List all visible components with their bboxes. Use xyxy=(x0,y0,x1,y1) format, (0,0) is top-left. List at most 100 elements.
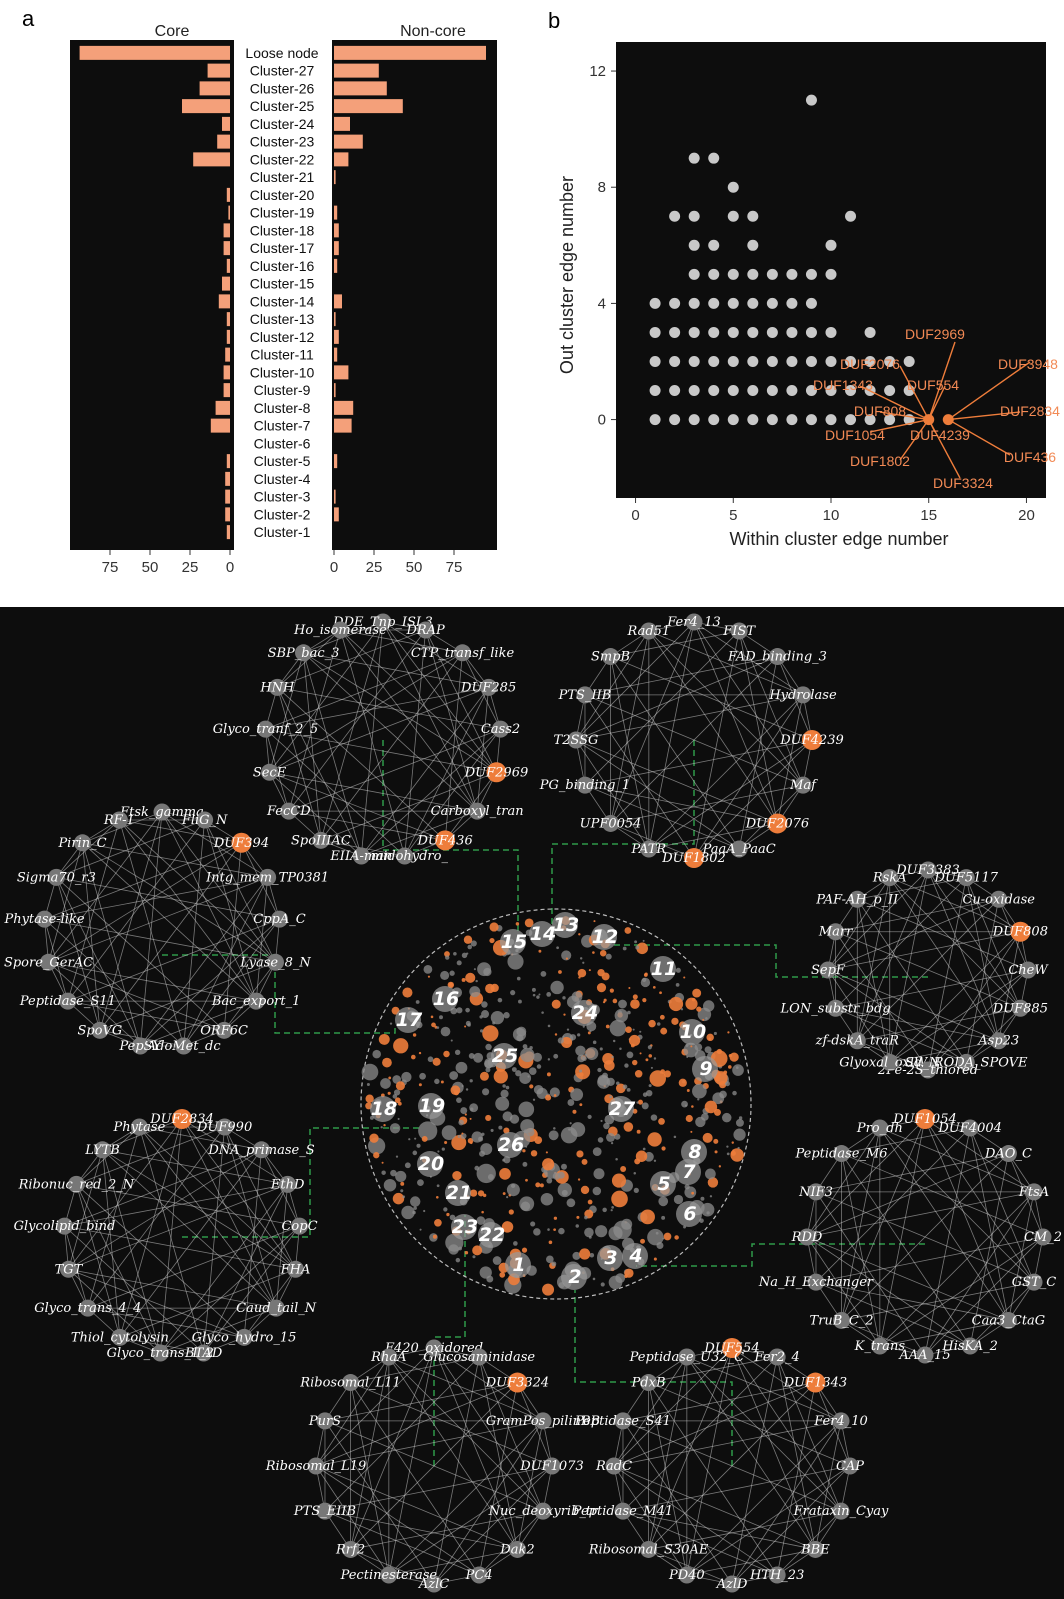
node-label: Frataxin_Cyay xyxy=(793,1504,889,1519)
scatter-point xyxy=(805,297,817,309)
pfam-node xyxy=(91,1021,109,1039)
scatter-point xyxy=(669,355,681,367)
network-node xyxy=(409,1196,421,1207)
node-label: AzlC xyxy=(418,1577,449,1592)
pfam-node xyxy=(833,1145,851,1163)
subnetwork-edge xyxy=(889,1040,999,1063)
category-label: Cluster-1 xyxy=(254,524,311,540)
node-label: DUF436 xyxy=(417,833,473,848)
annotation-line xyxy=(928,341,956,420)
scatter-point xyxy=(864,355,876,367)
network-node xyxy=(704,1100,718,1114)
network-node xyxy=(634,940,638,944)
node-label: Pectinesterase xyxy=(340,1568,438,1583)
subnetwork-edge xyxy=(815,1236,1044,1283)
network-node xyxy=(467,1023,471,1027)
network-node xyxy=(546,1177,553,1184)
pfam-node xyxy=(1019,961,1037,979)
network-node xyxy=(456,1007,463,1014)
node-label: SpoVG xyxy=(77,1023,122,1038)
node-label: Maf xyxy=(789,778,818,793)
network-node xyxy=(497,997,503,1003)
cluster-hub xyxy=(675,1159,701,1185)
network-node xyxy=(642,998,647,1003)
category-label: Cluster-10 xyxy=(250,364,315,380)
subnetwork-edge xyxy=(161,811,257,1002)
subnetwork-edge xyxy=(686,1549,816,1576)
subnetwork-edge xyxy=(99,842,242,1031)
pfam-node xyxy=(640,1374,658,1392)
subnetwork-edge xyxy=(693,630,740,859)
noncore-bar xyxy=(334,365,349,380)
scatter-point xyxy=(786,414,798,426)
subnetwork-edge xyxy=(613,1465,688,1576)
subnetwork-edge xyxy=(56,819,205,878)
subnetwork-edge xyxy=(622,1420,733,1585)
scatter-point xyxy=(727,385,739,397)
node-label: zf-dskA_traR xyxy=(815,1034,900,1049)
pfam-node xyxy=(723,1575,741,1593)
pfam-node xyxy=(279,1175,297,1193)
scatter-point xyxy=(688,210,700,222)
node-label: Asp23 xyxy=(977,1034,1019,1049)
subnetwork-edge xyxy=(48,842,242,963)
subnetwork-edge xyxy=(324,1420,435,1585)
node-label: GST_C xyxy=(1012,1275,1056,1290)
network-node xyxy=(455,1257,461,1263)
network-node xyxy=(718,1165,722,1168)
network-node xyxy=(518,999,522,1004)
network-node xyxy=(735,1066,739,1070)
subnetwork-edge xyxy=(277,629,426,688)
scatter-point xyxy=(708,297,720,309)
cluster-hub xyxy=(608,1096,634,1122)
node-label: DUF554 xyxy=(703,1341,759,1356)
pfam-node xyxy=(640,840,658,858)
node-label: Rrf2 xyxy=(335,1542,365,1557)
noncore-bar xyxy=(334,205,338,220)
subnetwork-edge xyxy=(269,652,463,773)
network-node xyxy=(502,1111,513,1122)
network-node xyxy=(393,1089,401,1096)
noncore-plot-area xyxy=(332,40,497,550)
network-node xyxy=(552,1172,561,1180)
network-node xyxy=(513,1241,518,1246)
panel-label-b: b xyxy=(548,8,560,33)
network-node xyxy=(708,1037,712,1041)
subnetwork-edge xyxy=(889,931,1021,1063)
scatter-point xyxy=(766,414,778,426)
pfam-node xyxy=(153,803,171,821)
annotation-line xyxy=(879,411,929,421)
scatter-point xyxy=(747,297,759,309)
network-node xyxy=(557,1037,564,1044)
network-node xyxy=(737,1146,740,1150)
network-node xyxy=(414,1137,417,1140)
pfam-node xyxy=(110,811,128,829)
noncore-bar xyxy=(334,347,338,362)
core-bar xyxy=(225,471,230,486)
pfam-node xyxy=(881,869,899,887)
node-label: RDD xyxy=(791,1230,823,1245)
core-bar xyxy=(223,383,230,398)
subnetwork-edge xyxy=(204,819,276,963)
core-bar xyxy=(210,418,230,433)
network-node xyxy=(538,949,542,953)
node-label: BBE xyxy=(800,1542,830,1557)
subnetwork-edge xyxy=(181,1118,296,1270)
node-label: RhaA xyxy=(370,1350,406,1365)
network-node xyxy=(502,1192,506,1195)
network-node xyxy=(456,960,462,966)
network-node xyxy=(502,1084,506,1088)
network-node xyxy=(439,1015,443,1020)
network-node xyxy=(498,1125,503,1130)
network-node xyxy=(388,1076,392,1080)
subnetwork-edge xyxy=(388,1549,518,1576)
category-label: Cluster-18 xyxy=(250,222,315,238)
network-node xyxy=(472,1245,483,1256)
node-label: FHA xyxy=(280,1262,311,1277)
network-node xyxy=(464,1113,467,1116)
pfam-node xyxy=(871,1337,889,1355)
network-node xyxy=(372,1049,381,1059)
pfam-node xyxy=(67,1175,85,1193)
network-node xyxy=(642,1147,646,1151)
network-node xyxy=(503,1011,510,1019)
